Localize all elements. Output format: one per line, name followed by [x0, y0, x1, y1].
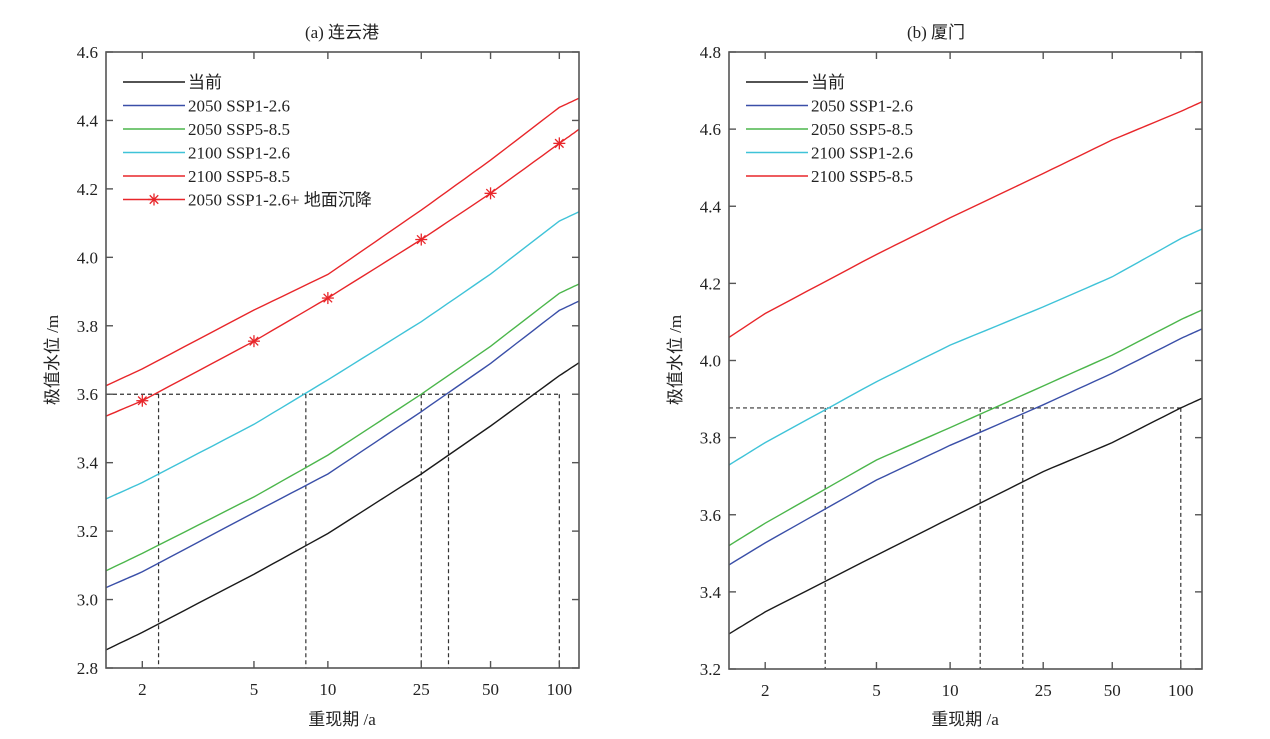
panel-title: (b) 厦门 — [907, 23, 965, 42]
series-line-2 — [106, 283, 579, 572]
series-line-2 — [729, 309, 1202, 547]
asterisk-marker — [484, 187, 497, 200]
asterisk-stroke — [554, 138, 565, 149]
axes-frame — [728, 51, 1203, 670]
asterisk-marker — [136, 394, 149, 407]
x-tick-label: 100 — [1168, 681, 1194, 700]
asterisk-stroke — [323, 293, 333, 303]
x-tick-label: 25 — [413, 680, 430, 699]
legend: 当前 2050 SSP1-2.6 2050 SSP5-8.5 2100 SSP1-2.… — [123, 73, 372, 210]
y-tick-label: 3.2 — [700, 660, 721, 679]
asterisk-marker — [321, 292, 334, 305]
x-tick-label: 10 — [942, 681, 959, 700]
series-group — [106, 97, 579, 651]
legend-item: 2100 SSP1-2.6 — [746, 144, 913, 163]
y-tick-label: 4.0 — [77, 248, 98, 267]
legend-item: 2050 SSP5-8.5 — [746, 120, 913, 139]
legend: 当前 2050 SSP1-2.6 2050 SSP5-8.5 2100 SSP1-2.… — [746, 73, 913, 186]
legend-item: 当前 — [123, 73, 222, 92]
series-line-0 — [729, 397, 1202, 635]
x-tick-label: 5 — [250, 680, 259, 699]
y-tick-label: 3.8 — [700, 429, 721, 448]
legend-item: 当前 — [746, 73, 845, 92]
y-tick-label: 4.2 — [77, 180, 98, 199]
x-tick-label: 5 — [872, 681, 881, 700]
y-axis-label: 极值水位 /m — [666, 315, 685, 405]
series-line-5 — [106, 128, 579, 417]
series-line-1 — [106, 300, 579, 589]
y-tick-label: 3.6 — [700, 506, 721, 525]
legend-label: 当前 — [811, 73, 845, 92]
y-tick-label: 4.6 — [700, 120, 721, 139]
legend-item: 2100 SSP1-2.6 — [123, 144, 290, 163]
series-group — [729, 101, 1202, 635]
y-tick-label: 4.4 — [77, 111, 99, 130]
legend-item: 2050 SSP1-2.6 — [746, 97, 913, 116]
legend-item: 2050 SSP1-2.6 — [123, 97, 290, 116]
legend-label: 2100 SSP1-2.6 — [811, 144, 913, 163]
y-tick-label: 3.8 — [77, 317, 98, 336]
asterisk-stroke — [485, 188, 496, 199]
plot-area: 2 5 10 25 50 1003.23.43.63.84.04.24.44.64.8当前… — [700, 43, 1203, 700]
asterisk-stroke — [249, 336, 259, 346]
x-tick-label: 100 — [547, 680, 573, 699]
legend-label: 2050 SSP5-8.5 — [811, 120, 913, 139]
legend-label: 2100 SSP5-8.5 — [811, 167, 913, 186]
y-tick-label: 3.4 — [77, 454, 99, 473]
legend-item: 2050 SSP1-2.6+ 地面沉降 — [123, 191, 372, 210]
panel-title: (a) 连云港 — [305, 23, 379, 42]
y-tick-label: 4.4 — [700, 197, 722, 216]
legend-label: 2050 SSP1-2.6 — [811, 97, 913, 116]
x-tick-label: 25 — [1035, 681, 1052, 700]
x-tick-label: 2 — [138, 680, 147, 699]
series-line-3 — [106, 211, 579, 500]
y-tick-label: 4.0 — [700, 352, 721, 371]
y-tick-label: 3.2 — [77, 522, 98, 541]
y-tick-label: 3.4 — [700, 583, 722, 602]
legend-item: 2100 SSP5-8.5 — [123, 167, 290, 186]
legend-item: 2050 SSP5-8.5 — [123, 120, 290, 139]
plot-area: 2 5 10 25 50 1002.83.03.23.43.63.84.04.24.44.… — [77, 43, 580, 699]
legend-item: 2100 SSP5-8.5 — [746, 167, 913, 186]
legend-label: 2050 SSP5-8.5 — [188, 120, 290, 139]
asterisk-stroke — [137, 396, 148, 406]
x-tick-label: 10 — [319, 680, 336, 699]
y-tick-label: 4.8 — [700, 43, 721, 62]
y-tick-label: 3.6 — [77, 385, 98, 404]
x-axis-label: 重现期 /a — [931, 710, 999, 729]
panel-lianyungang: (a) 连云港 重现期 /a 极值水位 /m 2 5 10 25 50 1002.83.0… — [43, 23, 580, 729]
asterisk-marker — [553, 137, 566, 150]
y-tick-label: 4.6 — [77, 43, 98, 62]
asterisk-marker — [415, 233, 428, 246]
x-axis-label: 重现期 /a — [308, 710, 376, 729]
x-tick-label: 2 — [761, 681, 770, 700]
axes-frame — [105, 51, 580, 669]
series-line-0 — [106, 362, 579, 651]
legend-label: 当前 — [188, 73, 222, 92]
series-line-4 — [729, 101, 1202, 338]
asterisk-stroke — [416, 234, 426, 245]
y-axis-label: 极值水位 /m — [43, 315, 62, 405]
legend-label: 2100 SSP5-8.5 — [188, 167, 290, 186]
asterisk-marker — [247, 335, 260, 348]
legend-label: 2050 SSP1-2.6+ 地面沉降 — [188, 191, 372, 210]
legend-label: 2100 SSP1-2.6 — [188, 144, 290, 163]
series-line-4 — [106, 97, 579, 387]
x-tick-label: 50 — [1104, 681, 1121, 700]
legend-asterisk-icon — [149, 194, 159, 205]
y-tick-label: 3.0 — [77, 591, 98, 610]
series-line-3 — [729, 228, 1202, 466]
legend-label: 2050 SSP1-2.6 — [188, 97, 290, 116]
y-tick-label: 4.2 — [700, 274, 721, 293]
y-tick-label: 2.8 — [77, 659, 98, 678]
x-tick-label: 50 — [482, 680, 499, 699]
series-line-1 — [729, 328, 1202, 566]
panel-xiamen: (b) 厦门 重现期 /a 极值水位 /m 2 5 10 25 50 1003.23.43… — [666, 23, 1203, 729]
